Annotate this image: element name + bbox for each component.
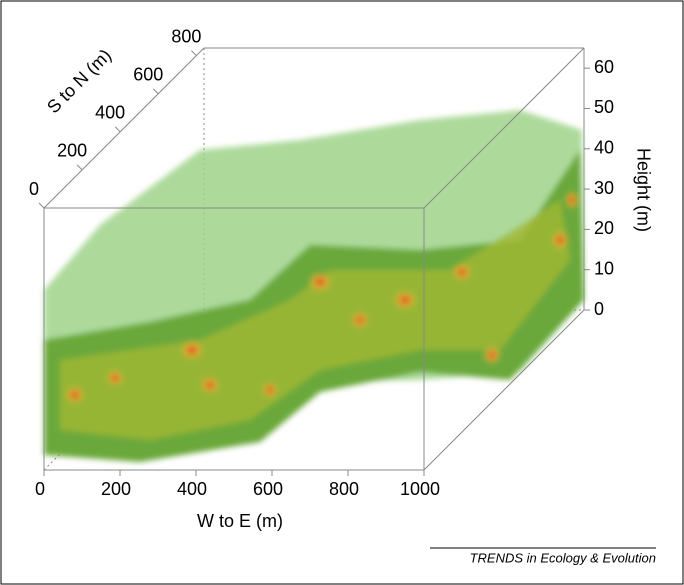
z-tick-label: 30 xyxy=(594,178,614,198)
box-front xyxy=(43,47,585,471)
z-tick-label: 10 xyxy=(594,258,614,278)
y-tick xyxy=(38,202,45,209)
y-tick xyxy=(191,50,197,56)
y-tick-label: 600 xyxy=(133,64,163,84)
x-tick-label: 400 xyxy=(177,479,207,499)
y-tick xyxy=(76,164,83,171)
y-tick-label: 400 xyxy=(95,103,125,123)
y-tick-label: 200 xyxy=(57,141,87,161)
y-tick xyxy=(114,126,121,133)
y-tick xyxy=(152,88,159,95)
z-tick-label: 60 xyxy=(594,57,614,77)
z-tick-label: 20 xyxy=(594,218,614,238)
z-tick-label: 40 xyxy=(594,138,614,158)
y-tick-label: 800 xyxy=(171,26,201,46)
x-tick-label: 800 xyxy=(329,479,359,499)
x-axis-label: W to E (m) xyxy=(197,511,283,531)
z-tick-label: 0 xyxy=(594,299,604,319)
y-tick-label: 0 xyxy=(29,179,39,199)
canopy-volume xyxy=(44,110,584,462)
x-tick-label: 1000 xyxy=(400,479,440,499)
source: TRENDS in Ecology & Evolution xyxy=(470,550,656,565)
x-tick-label: 0 xyxy=(35,479,45,499)
z-axis-label: Height (m) xyxy=(633,148,653,232)
x-tick-label: 600 xyxy=(253,479,283,499)
z-tick-label: 50 xyxy=(594,97,614,117)
x-tick-label: 200 xyxy=(101,479,131,499)
